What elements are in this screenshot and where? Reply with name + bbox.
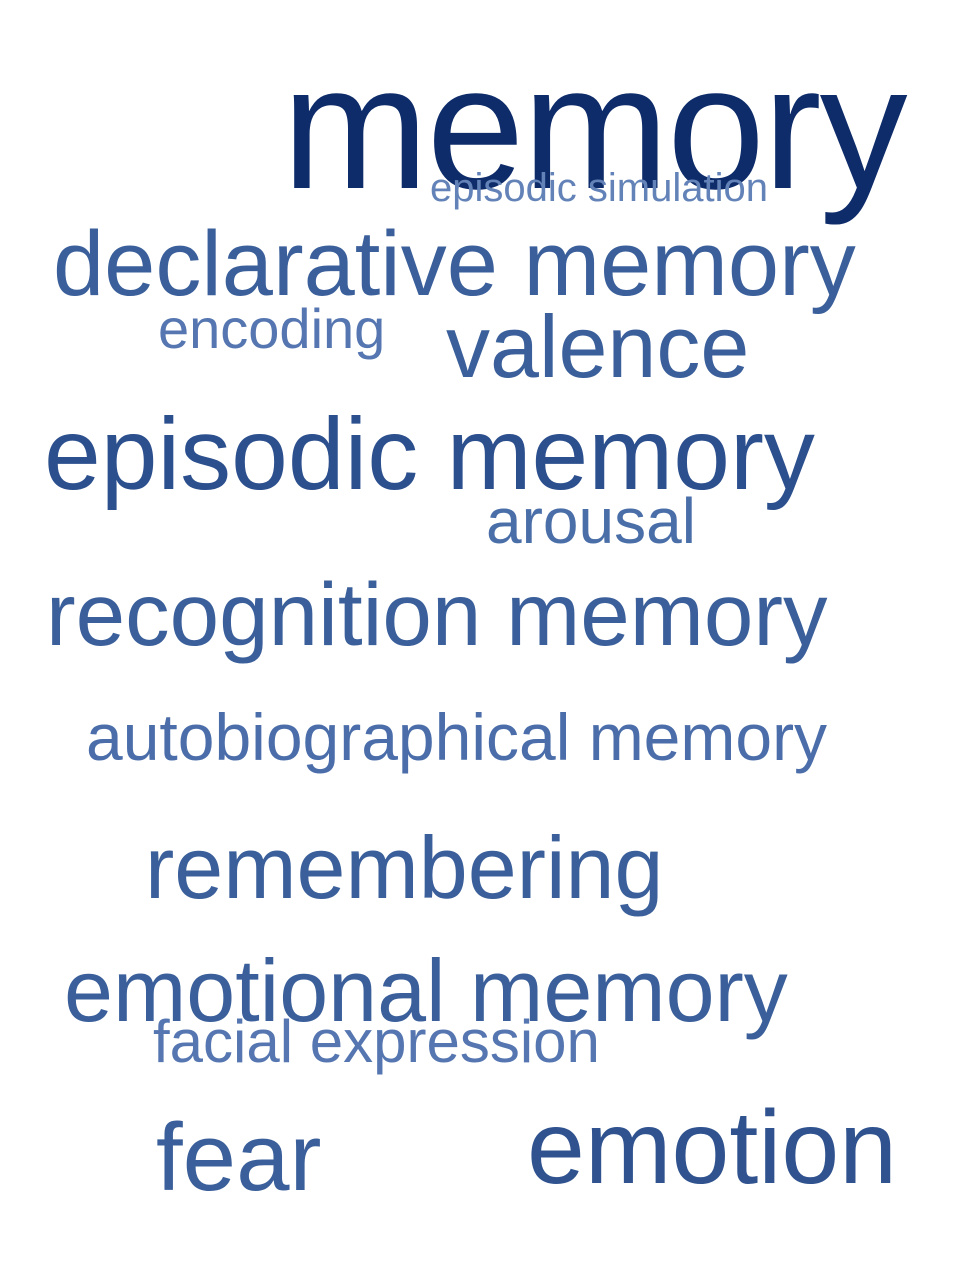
word-fear: fear <box>156 1104 322 1211</box>
word-emotion: emotion <box>527 1090 897 1206</box>
word-arousal: arousal <box>486 485 696 557</box>
word-memory: memory <box>282 30 908 226</box>
word-declarative-memory: declarative memory <box>53 213 856 315</box>
word-emotional-memory: emotional memory <box>64 941 788 1040</box>
word-autobiographical-memory: autobiographical memory <box>86 700 828 774</box>
word-episodic-memory: episodic memory <box>44 397 815 511</box>
word-episodic-simulation: episodic simulation <box>430 166 768 210</box>
word-recognition-memory: recognition memory <box>46 564 828 664</box>
word-valence: valence <box>446 297 750 396</box>
word-remembering: remembering <box>145 818 664 917</box>
word-facial-expression: facial expression <box>153 1008 600 1075</box>
word-encoding: encoding <box>158 297 386 360</box>
